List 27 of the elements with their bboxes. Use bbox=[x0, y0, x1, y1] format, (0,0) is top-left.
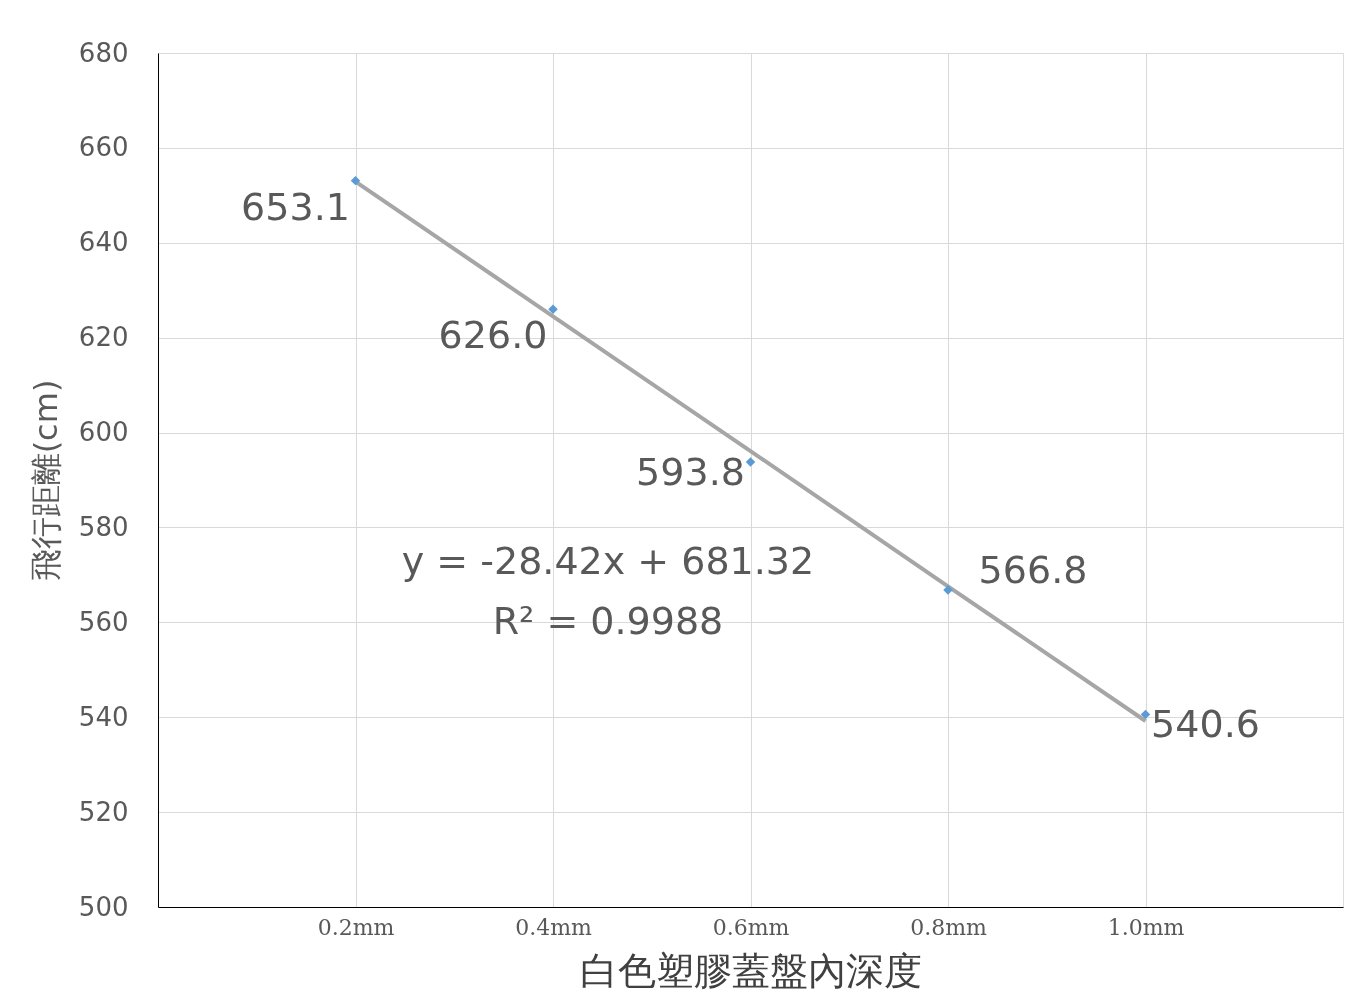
annotation: R² = 0.9988 bbox=[492, 599, 724, 643]
y-tick-label: 540 bbox=[78, 701, 129, 732]
x-tick-label: 0.6mm bbox=[712, 914, 790, 940]
data-label: 566.8 bbox=[978, 548, 1088, 593]
point bbox=[745, 457, 756, 467]
y-tick-label: 640 bbox=[78, 227, 129, 258]
y-tick-label: 500 bbox=[78, 891, 129, 922]
annotation: y = -28.42x + 681.32 bbox=[401, 539, 815, 583]
point bbox=[350, 175, 361, 186]
y-tick-label: 560 bbox=[78, 606, 129, 637]
y-tick-label: 620 bbox=[78, 322, 129, 353]
x-tick-label: 0.4mm bbox=[515, 914, 592, 940]
data-label: 653.1 bbox=[241, 184, 350, 229]
data-label: 593.8 bbox=[636, 449, 745, 494]
data-label: 626.0 bbox=[438, 313, 548, 358]
y-tick-label: 680 bbox=[78, 37, 129, 68]
y-axis-title: 飛行距離(cm) bbox=[26, 379, 65, 582]
y-tick-label: 600 bbox=[78, 417, 129, 448]
data-label: 540.6 bbox=[1151, 702, 1260, 747]
x-tick-label: 0.2mm bbox=[317, 914, 395, 940]
y-tick-label: 660 bbox=[78, 132, 129, 163]
y-tick-label: 520 bbox=[78, 796, 129, 827]
point bbox=[1140, 709, 1151, 720]
x-tick-label: 0.8mm bbox=[910, 914, 987, 940]
x-tick-label: 1.0mm bbox=[1107, 914, 1185, 940]
y-tick-label: 580 bbox=[78, 511, 129, 542]
x-axis-title: 白色塑膠蓋盤內深度 bbox=[580, 948, 922, 993]
